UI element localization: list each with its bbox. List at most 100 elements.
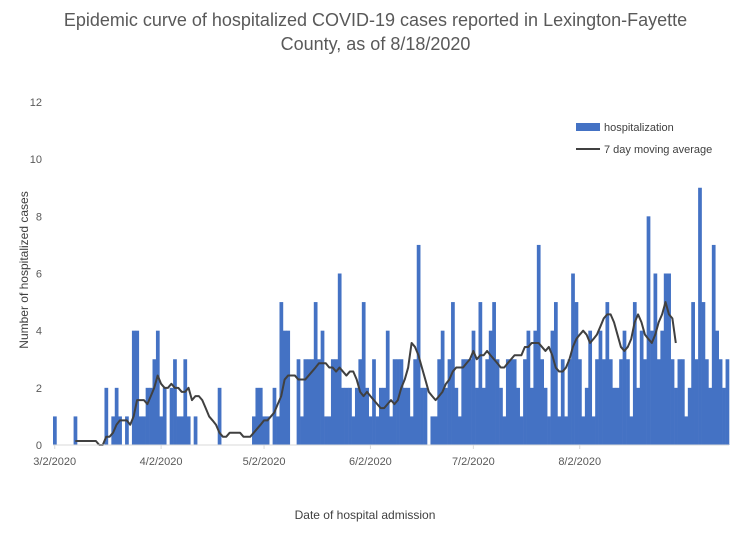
bar bbox=[176, 416, 181, 445]
bar bbox=[114, 387, 119, 445]
bar bbox=[152, 359, 157, 445]
bar bbox=[258, 387, 263, 445]
bar bbox=[334, 359, 339, 445]
bar bbox=[125, 416, 129, 445]
bar bbox=[694, 359, 699, 445]
bar bbox=[354, 387, 359, 445]
bar bbox=[138, 416, 143, 445]
bar bbox=[540, 359, 544, 445]
bar bbox=[372, 359, 376, 445]
bar bbox=[567, 359, 572, 445]
bar bbox=[560, 359, 565, 445]
bar bbox=[365, 387, 369, 445]
bar bbox=[471, 330, 476, 445]
x-tick-label: 7/2/2020 bbox=[452, 456, 495, 468]
bar bbox=[262, 416, 267, 445]
bar bbox=[430, 416, 435, 445]
bar bbox=[272, 387, 277, 445]
bar bbox=[252, 416, 256, 445]
bar bbox=[536, 244, 541, 445]
bar bbox=[392, 359, 397, 445]
bar bbox=[437, 359, 442, 445]
bar bbox=[310, 359, 315, 445]
bar bbox=[382, 387, 387, 445]
bar bbox=[492, 302, 496, 445]
bar bbox=[320, 330, 325, 445]
bar bbox=[193, 416, 198, 445]
bar bbox=[485, 359, 490, 445]
bar bbox=[265, 416, 270, 445]
bar bbox=[663, 273, 668, 445]
bar bbox=[615, 387, 620, 445]
y-tick-label: 2 bbox=[36, 383, 42, 395]
bar bbox=[358, 359, 363, 445]
bar bbox=[142, 416, 146, 445]
bar bbox=[691, 302, 695, 445]
bar bbox=[505, 359, 510, 445]
bar bbox=[389, 416, 394, 445]
bar bbox=[457, 416, 462, 445]
bar bbox=[337, 273, 342, 445]
bar bbox=[118, 416, 122, 445]
bar bbox=[547, 416, 551, 445]
bar bbox=[296, 359, 301, 445]
bar bbox=[598, 330, 603, 445]
bar bbox=[149, 387, 153, 445]
bar bbox=[557, 416, 562, 445]
y-tick-label: 0 bbox=[36, 440, 42, 452]
bar bbox=[660, 330, 665, 445]
bar bbox=[526, 330, 531, 445]
bar bbox=[179, 416, 184, 445]
bar bbox=[73, 416, 78, 445]
bar bbox=[433, 416, 438, 445]
bar bbox=[461, 359, 466, 445]
bar bbox=[385, 330, 390, 445]
x-tick-label: 3/2/2020 bbox=[33, 456, 76, 468]
bar bbox=[543, 387, 548, 445]
bar bbox=[591, 416, 596, 445]
bar bbox=[533, 330, 538, 445]
bar bbox=[529, 387, 534, 445]
bar bbox=[629, 416, 634, 445]
x-axis-ticks: 3/2/2020 4/2/2020 5/2/2020 6/2/2020 7/2/2020… bbox=[33, 445, 601, 468]
bar bbox=[502, 416, 507, 445]
y-tick-label: 4 bbox=[36, 326, 42, 338]
bar bbox=[632, 302, 637, 445]
bar bbox=[53, 416, 57, 445]
bar bbox=[361, 302, 366, 445]
bar bbox=[403, 387, 407, 445]
bar bbox=[626, 359, 630, 445]
bar bbox=[306, 359, 311, 445]
bar bbox=[464, 359, 469, 445]
bar bbox=[217, 387, 222, 445]
line-series bbox=[75, 301, 677, 446]
legend-label-moving-average: 7 day moving average bbox=[604, 144, 712, 156]
bar bbox=[444, 387, 448, 445]
legend-label-hospitalization: hospitalization bbox=[604, 122, 674, 134]
bar bbox=[646, 216, 651, 445]
bar bbox=[701, 302, 706, 445]
bar bbox=[368, 416, 373, 445]
bar bbox=[653, 273, 658, 445]
bar bbox=[348, 387, 352, 445]
bar bbox=[169, 387, 174, 445]
bar bbox=[488, 330, 493, 445]
bar bbox=[574, 302, 579, 445]
bar bbox=[718, 359, 723, 445]
legend-swatch-hospitalization bbox=[576, 123, 600, 131]
bar bbox=[416, 244, 421, 445]
bar bbox=[725, 359, 730, 445]
bar bbox=[715, 330, 719, 445]
bar bbox=[605, 302, 610, 445]
bar bbox=[612, 387, 617, 445]
bar bbox=[674, 387, 678, 445]
bar bbox=[173, 359, 177, 445]
bar bbox=[708, 387, 713, 445]
bar bbox=[584, 387, 589, 445]
moving-average-line bbox=[75, 301, 677, 446]
bar bbox=[495, 359, 500, 445]
bar bbox=[588, 330, 593, 445]
bar bbox=[650, 330, 654, 445]
bar bbox=[341, 387, 345, 445]
x-tick-label: 8/2/2020 bbox=[558, 456, 601, 468]
